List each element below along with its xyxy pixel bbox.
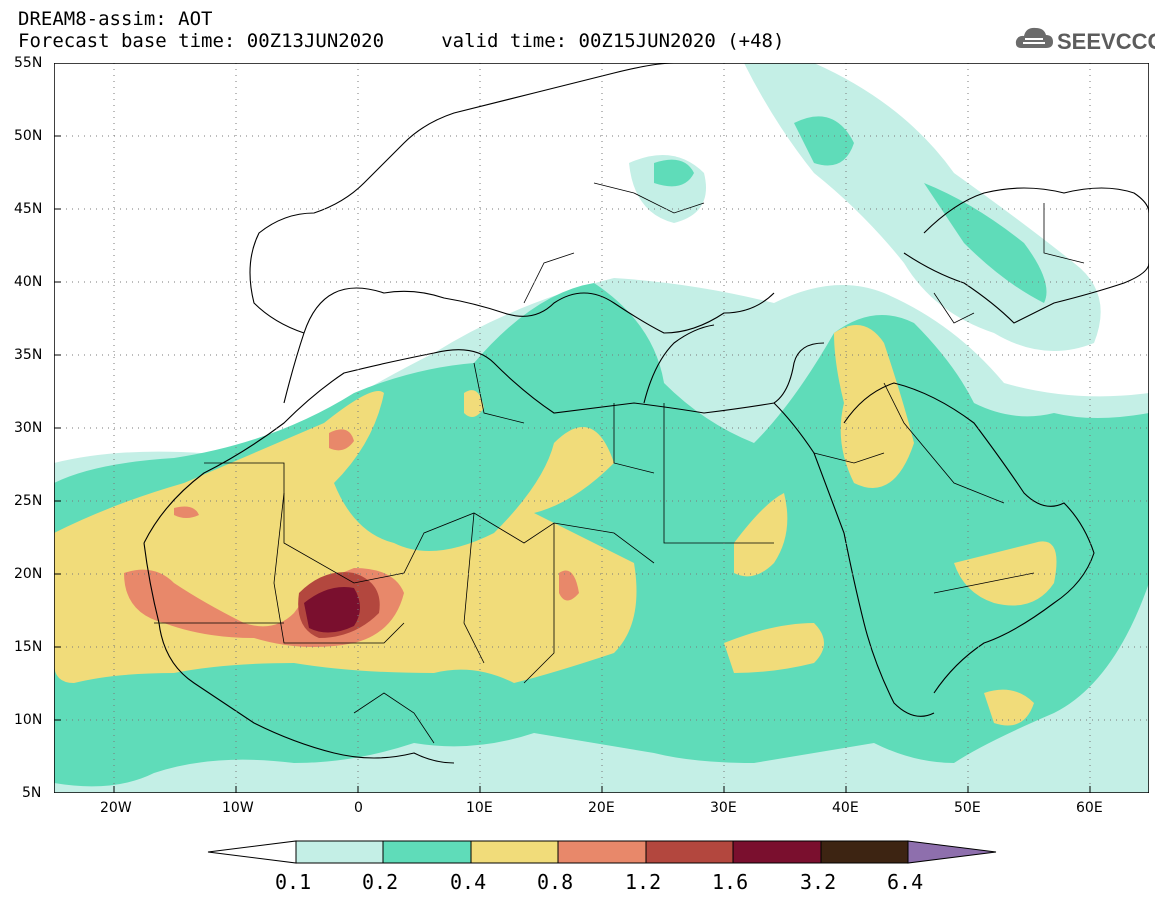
lon-label: 0	[354, 800, 363, 816]
lat-label: 20N	[14, 566, 43, 582]
lat-label: 35N	[14, 347, 43, 363]
logo-text: SEEVCCC	[1057, 29, 1155, 54]
colorbar-label: 6.4	[887, 870, 924, 894]
lon-label: 20W	[100, 800, 132, 816]
colorbar-label: 1.2	[625, 870, 662, 894]
colorbar-label: 1.6	[712, 870, 749, 894]
lon-label: 10E	[466, 800, 493, 816]
graticule	[54, 63, 1149, 793]
forecast-time-subtitle: Forecast base time: 00Z13JUN2020 valid t…	[18, 30, 785, 52]
aot-level-1.6	[304, 587, 360, 633]
map-title: DREAM8-assim: AOT	[18, 8, 213, 30]
cloud-icon: SEEVCCC	[1015, 27, 1163, 54]
colorbar-bin	[295, 840, 384, 864]
lat-label: 25N	[14, 493, 43, 509]
colorbar-bin	[470, 840, 559, 864]
lon-label: 20E	[588, 800, 615, 816]
aot-map	[54, 63, 1149, 793]
lat-label: 50N	[14, 128, 43, 144]
colorbar-label: 0.8	[537, 870, 574, 894]
colorbar-label: 3.2	[800, 870, 837, 894]
colorbar-bin	[820, 840, 909, 864]
aot-colorbar	[207, 840, 997, 864]
lon-label: 30E	[710, 800, 737, 816]
colorbar-high-arrow	[907, 840, 997, 864]
colorbar-bin	[557, 840, 647, 864]
colorbar-label: 0.1	[275, 870, 312, 894]
lon-label: 50E	[954, 800, 981, 816]
lat-label: 30N	[14, 420, 43, 436]
colorbar-bin	[732, 840, 822, 864]
lat-label: 15N	[14, 639, 43, 655]
lat-label: 45N	[14, 201, 43, 217]
colorbar-label: 0.4	[450, 870, 487, 894]
seevccc-logo: SEEVCCC	[1015, 22, 1163, 56]
lat-label: 55N	[14, 55, 43, 71]
colorbar-low-arrow	[207, 840, 297, 864]
lat-label: 5N	[22, 785, 42, 801]
lon-label: 10W	[222, 800, 254, 816]
colorbar-label: 0.2	[362, 870, 399, 894]
tick-marks	[54, 63, 1091, 793]
colorbar-bin	[645, 840, 734, 864]
country-borders	[154, 182, 1085, 744]
lat-label: 40N	[14, 274, 43, 290]
lon-label: 60E	[1076, 800, 1103, 816]
lon-label: 40E	[832, 800, 859, 816]
colorbar-bin	[382, 840, 472, 864]
lat-label: 10N	[14, 712, 43, 728]
